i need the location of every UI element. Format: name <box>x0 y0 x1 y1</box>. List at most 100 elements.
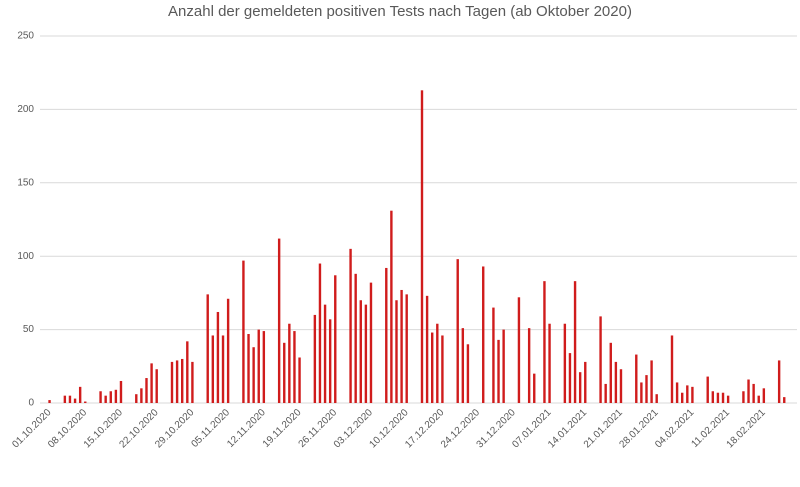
bar <box>640 382 643 403</box>
bar <box>155 369 158 403</box>
bar <box>568 353 572 403</box>
bar <box>502 329 505 403</box>
bar <box>681 392 684 403</box>
bar <box>221 335 225 403</box>
bar <box>675 382 679 403</box>
bar <box>619 369 623 403</box>
bar <box>73 398 77 403</box>
bar <box>614 361 618 403</box>
bar <box>425 295 429 403</box>
bar <box>216 311 220 403</box>
bar <box>783 397 786 403</box>
y-tick-label: 200 <box>17 104 34 115</box>
bar <box>670 335 674 403</box>
bar <box>578 372 582 403</box>
bar <box>226 298 230 403</box>
bar <box>385 267 388 403</box>
bar <box>364 304 368 403</box>
bar <box>277 238 281 403</box>
bar <box>99 391 102 403</box>
bar <box>109 391 112 403</box>
bar <box>175 360 179 403</box>
bar <box>645 375 648 403</box>
bar <box>114 389 118 403</box>
bar <box>181 358 184 403</box>
bar <box>431 332 434 403</box>
bar <box>721 392 725 403</box>
bar <box>328 319 332 403</box>
bar <box>288 323 291 403</box>
bar <box>492 307 495 403</box>
bar <box>466 344 470 403</box>
bar <box>691 386 694 403</box>
bar <box>119 380 123 403</box>
bar <box>436 323 439 403</box>
bar <box>543 281 546 403</box>
y-tick-label: 250 <box>17 31 34 42</box>
bar <box>716 392 720 403</box>
bar <box>354 273 357 403</box>
bar <box>135 394 138 403</box>
bar <box>405 294 408 403</box>
bar <box>527 328 531 403</box>
bar <box>318 263 322 403</box>
bar <box>262 331 266 403</box>
chart-title: Anzahl der gemeldeten positiven Tests na… <box>168 3 632 20</box>
y-tick-label: 150 <box>17 177 34 188</box>
bar <box>323 304 327 403</box>
bar <box>441 335 444 403</box>
bar <box>252 347 255 403</box>
bar <box>686 385 689 403</box>
y-tick-label: 50 <box>23 324 35 335</box>
bar <box>456 259 459 403</box>
bar <box>247 334 250 403</box>
bar <box>369 282 373 403</box>
bar <box>461 328 465 403</box>
y-tick-label: 0 <box>28 398 34 409</box>
bar <box>150 363 153 403</box>
bar <box>349 248 352 403</box>
bar <box>48 400 51 403</box>
bar <box>757 395 760 403</box>
bar <box>104 395 107 403</box>
bar <box>84 401 87 403</box>
bar <box>650 360 653 403</box>
bar <box>635 354 638 403</box>
bar <box>706 376 709 403</box>
bar <box>420 90 424 403</box>
bar <box>334 275 337 403</box>
bar <box>359 300 362 403</box>
bar <box>726 395 730 403</box>
bar <box>191 361 194 403</box>
bar <box>655 394 658 403</box>
y-tick-label: 100 <box>17 251 34 262</box>
bar <box>762 388 766 403</box>
bar <box>400 289 403 403</box>
bar <box>747 379 750 403</box>
bar <box>533 373 536 403</box>
bar <box>68 395 72 403</box>
bar <box>584 361 587 403</box>
bar <box>78 386 82 403</box>
bar <box>242 260 245 403</box>
bar <box>711 391 715 403</box>
bar <box>257 329 260 403</box>
bar <box>390 210 393 403</box>
bar <box>599 316 602 403</box>
bar <box>752 383 755 403</box>
bar <box>609 342 612 403</box>
bar <box>742 391 745 403</box>
bar <box>482 266 485 403</box>
bar <box>170 361 174 403</box>
bar <box>563 323 567 403</box>
bar <box>604 383 607 403</box>
bar <box>63 395 67 403</box>
bar <box>777 360 781 403</box>
bar <box>140 388 143 403</box>
bar <box>548 323 551 403</box>
bar <box>145 378 148 403</box>
x-tick-label: 18.02.2021 <box>725 407 768 450</box>
bar <box>395 300 398 403</box>
bar <box>298 357 301 403</box>
